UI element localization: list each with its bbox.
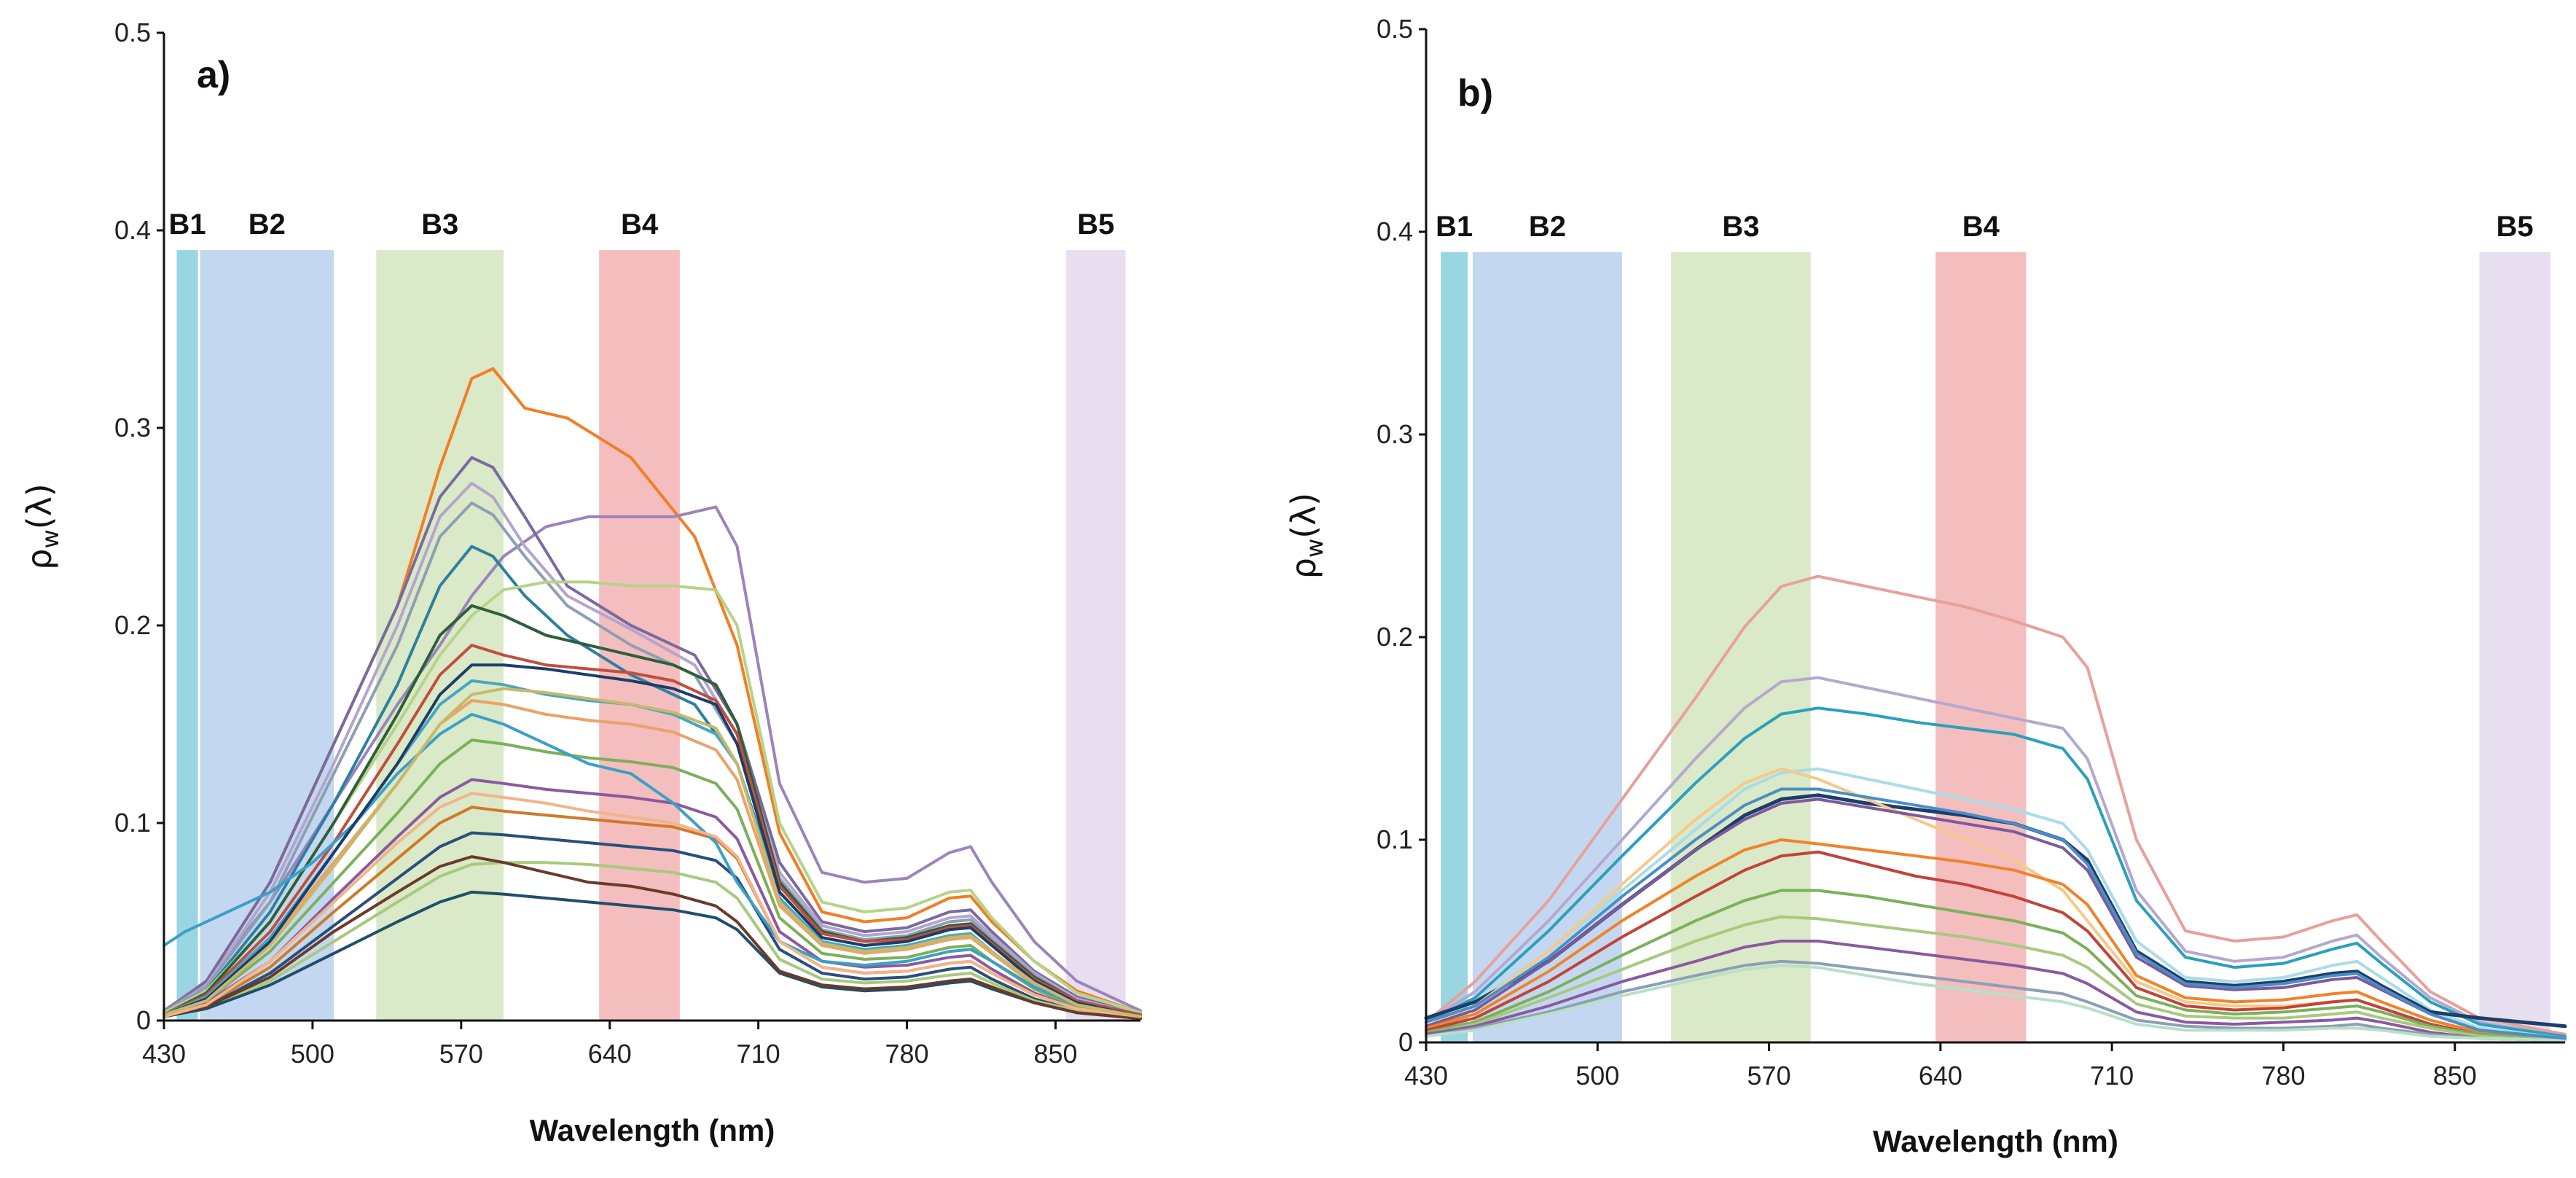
x-tick-label: 710 — [737, 1039, 780, 1069]
series-line-t10 — [1425, 889, 2567, 1042]
y-axis-title-sub: w — [1301, 539, 1328, 558]
y-tick-label: 0.3 — [114, 413, 151, 442]
x-tick-label: 430 — [142, 1039, 186, 1069]
x-tick-label: 640 — [1919, 1061, 1962, 1091]
y-axis-title: ρw(λ) — [20, 483, 64, 570]
series-line-t14 — [1425, 964, 2567, 1042]
series-line-s13 — [163, 778, 1142, 1018]
x-tick-label: 570 — [439, 1039, 483, 1069]
series-line-t12 — [1425, 940, 2567, 1042]
series-line-t15 — [1425, 787, 2567, 1040]
series-line-t9 — [1425, 850, 2567, 1042]
panel-label: b) — [1457, 72, 1493, 114]
band-b4 — [1935, 251, 2027, 1042]
series-line-t11 — [1425, 915, 2567, 1042]
series-line-s7 — [163, 580, 1142, 1015]
x-axis-title: Wavelength (nm) — [1873, 1124, 2118, 1158]
band-label-b1: B1 — [168, 208, 205, 241]
y-tick-label: 0 — [136, 1005, 151, 1035]
band-label-b3: B3 — [1722, 211, 1759, 243]
x-tick-label: 780 — [885, 1039, 929, 1069]
x-tick-label: 850 — [2433, 1061, 2477, 1091]
y-tick-label: 0.3 — [1377, 419, 1413, 449]
band-label-b2: B2 — [1529, 211, 1566, 243]
series-line-s16 — [163, 861, 1142, 1021]
series-line-s22 — [163, 687, 1142, 1018]
y-tick-label: 0.1 — [1377, 824, 1413, 854]
x-tick-label: 430 — [1404, 1061, 1448, 1091]
band-b5 — [2479, 251, 2550, 1042]
band-label-b4: B4 — [1962, 211, 2000, 243]
band-label-b3: B3 — [421, 208, 458, 241]
series-line-s15 — [163, 831, 1142, 1021]
series-line-t3 — [1425, 706, 2567, 1038]
band-label-b5: B5 — [1077, 208, 1114, 241]
band-label-b1: B1 — [1436, 211, 1473, 243]
panel-a-chart: B1 B2 B3 B4 B5 0 0.1 0.2 0.3 0.4 0.5 430 500 570 640 71… — [20, 17, 1142, 1147]
band-label-b5: B5 — [2497, 211, 2534, 243]
series-line-t4 — [1425, 767, 2567, 1040]
series-line-s21 — [163, 663, 1142, 1018]
series-line-s4 — [163, 481, 1142, 1016]
panel-b-chart: B1 B2 B3 B4 B5 0 0.1 0.2 0.3 0.4 0.5 430 500 570 640 71… — [1284, 14, 2567, 1158]
y-axis-title-main: ρ — [1284, 558, 1323, 579]
series-line-t8 — [1425, 838, 2567, 1042]
y-tick-label: 0 — [1398, 1027, 1413, 1057]
series-line-t2 — [1425, 676, 2567, 1038]
band-b5 — [1066, 250, 1126, 1021]
series-line-s8 — [163, 604, 1142, 1016]
y-tick-label: 0.2 — [114, 610, 151, 640]
y-tick-label: 0.5 — [114, 17, 151, 47]
x-axis-title: Wavelength (nm) — [530, 1113, 775, 1147]
y-tick-label: 0.1 — [114, 808, 151, 838]
x-tick-label: 780 — [2261, 1061, 2305, 1091]
y-tick-label: 0.4 — [1377, 217, 1413, 246]
x-tick-label: 500 — [291, 1039, 334, 1069]
y-tick-label: 0.5 — [1377, 14, 1413, 44]
band-label-b4: B4 — [621, 208, 659, 241]
series-line-t7 — [1425, 797, 2567, 1040]
series-line-s20 — [163, 792, 1142, 1018]
series-line-s19 — [163, 855, 1142, 1021]
series-line-s18 — [163, 713, 1142, 1018]
series-line-t1 — [1425, 574, 2567, 1036]
y-tick-label: 0.4 — [114, 215, 151, 245]
series-line-s3 — [163, 456, 1142, 1016]
series-line-s9 — [163, 644, 1142, 1016]
x-tick-label: 570 — [1747, 1061, 1791, 1091]
y-tick-label: 0.2 — [1377, 622, 1413, 652]
x-tick-label: 710 — [2090, 1061, 2134, 1091]
y-axis-title-sub: w — [36, 529, 64, 548]
series-line-s17 — [163, 890, 1142, 1021]
y-axis-title-tail: (λ) — [20, 483, 59, 529]
x-tick-label: 640 — [588, 1039, 632, 1069]
band-label-b2: B2 — [248, 208, 286, 241]
y-axis-title-main: ρ — [20, 549, 59, 570]
series-line-s12 — [163, 738, 1142, 1018]
band-b3 — [1671, 251, 1811, 1042]
panel-label: a) — [197, 54, 230, 96]
series-line-s2 — [163, 505, 1142, 1013]
band-b1 — [1441, 251, 1468, 1042]
x-tick-label: 850 — [1033, 1039, 1077, 1069]
series-line-t13 — [1425, 959, 2567, 1042]
band-b1 — [176, 250, 198, 1021]
y-axis-title: ρw(λ) — [1284, 493, 1328, 580]
y-axis-title-tail: (λ) — [1284, 493, 1323, 539]
x-tick-label: 500 — [1575, 1061, 1619, 1091]
